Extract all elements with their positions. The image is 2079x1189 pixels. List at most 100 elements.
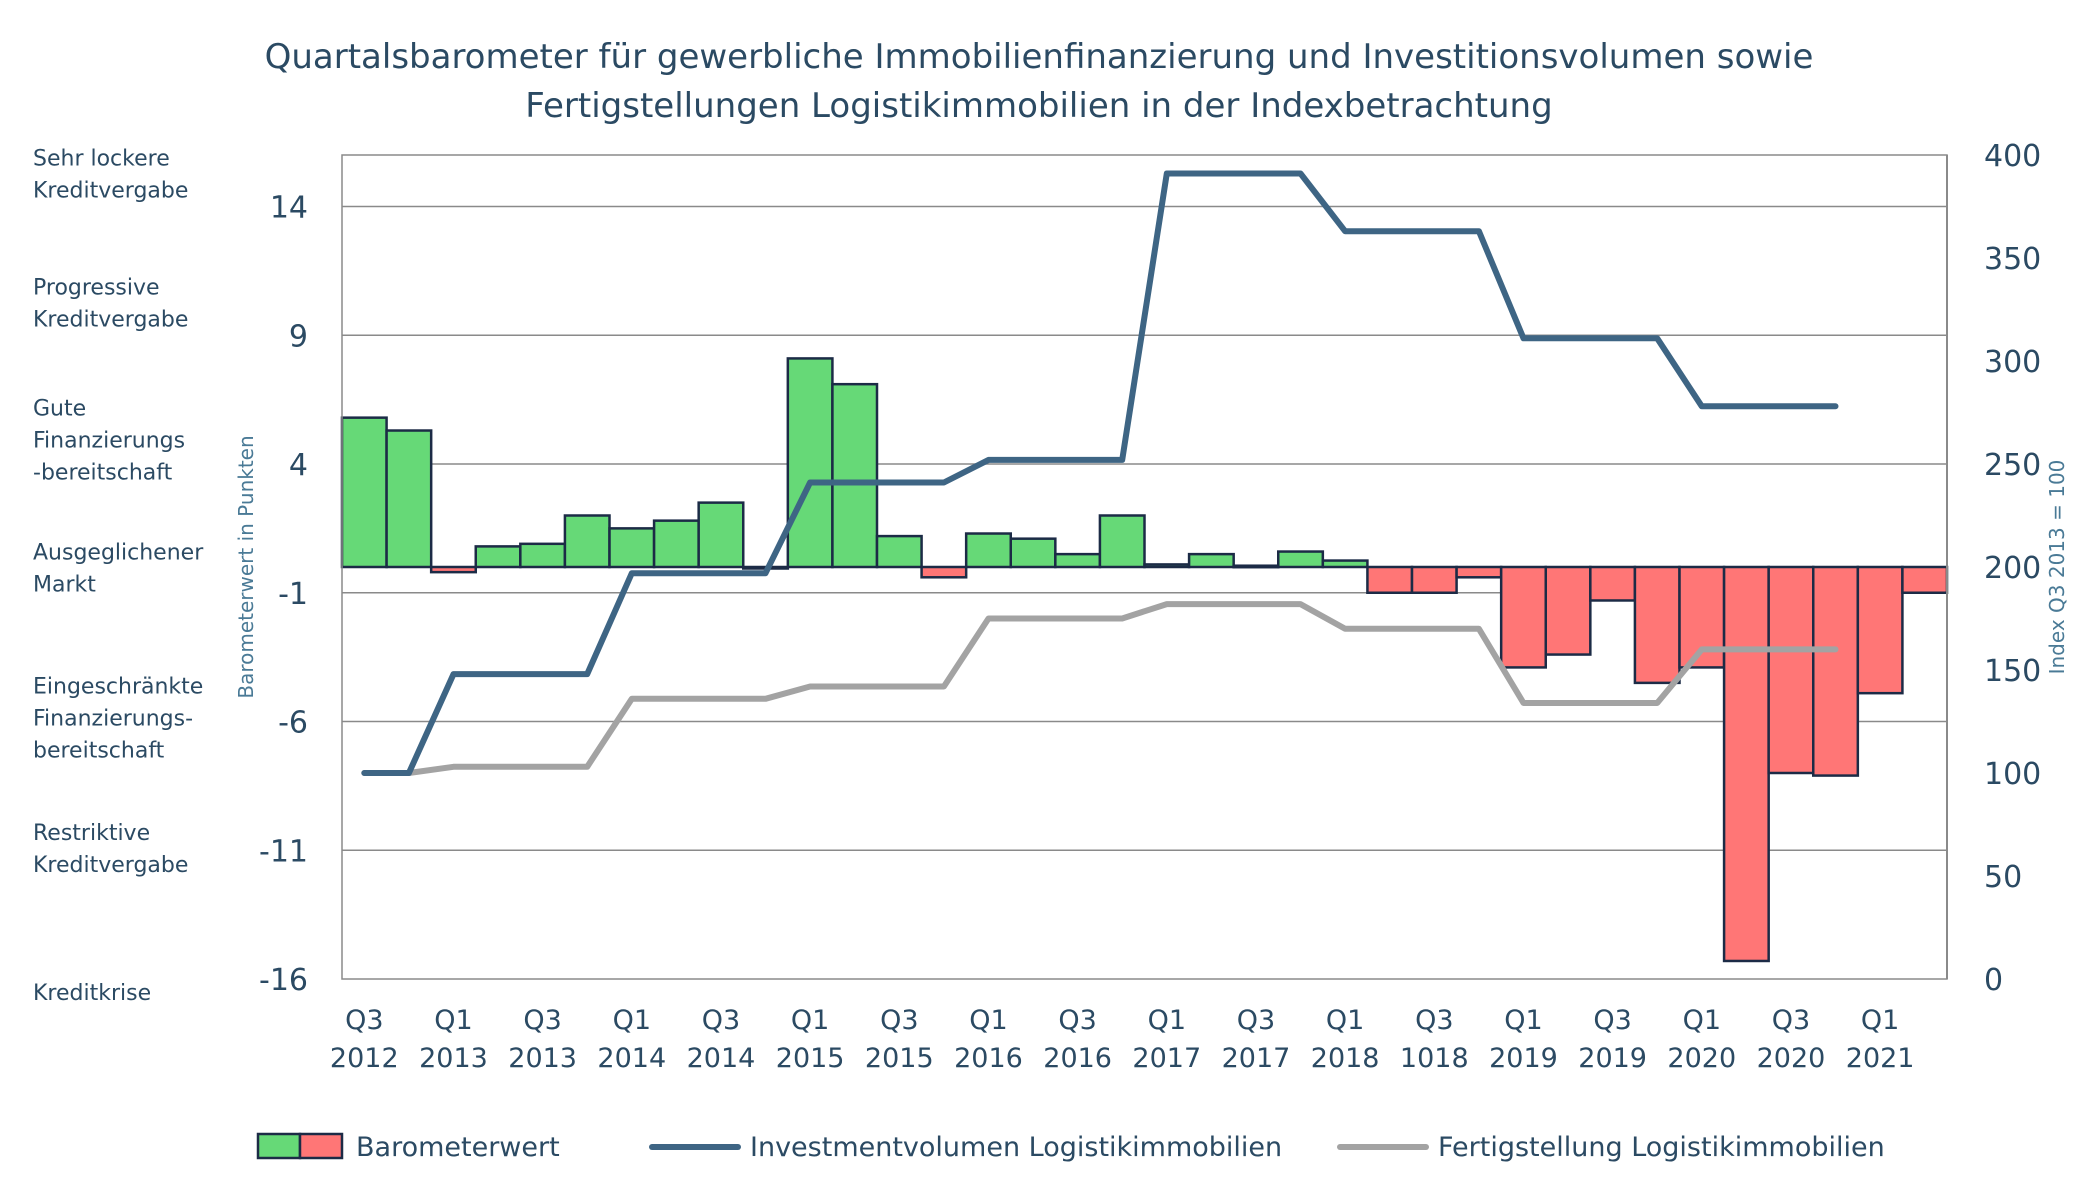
- bar: [474, 545, 522, 569]
- bar: [831, 382, 879, 569]
- right-axis-ticks: 400 350 300 250 200 150 100 50 0: [1984, 139, 2041, 998]
- bar: [1812, 565, 1860, 777]
- band-label: Kreditvergabe: [33, 853, 188, 878]
- band-label: -bereitschaft: [33, 460, 173, 485]
- x-tick-quarter: Q1: [1326, 1005, 1364, 1036]
- bar: [1232, 564, 1280, 569]
- x-tick-quarter: Q1: [1504, 1005, 1542, 1036]
- x-tick-quarter: Q1: [969, 1005, 1007, 1036]
- right-tick-label: 0: [1984, 963, 2003, 998]
- bar: [1098, 514, 1146, 569]
- band-label: Progressive: [33, 275, 160, 300]
- band-label: Kreditvergabe: [33, 307, 188, 332]
- band-label: Finanzierungs-: [33, 706, 193, 731]
- bar: [1722, 565, 1770, 963]
- bar: [1901, 565, 1949, 594]
- chart-title-line-1: Quartalsbarometer für gewerbliche Immobi…: [265, 37, 1814, 77]
- band-label: Markt: [33, 573, 96, 598]
- x-tick-quarter: Q3: [1415, 1005, 1453, 1036]
- x-tick-quarter: Q1: [1861, 1005, 1899, 1036]
- right-tick-label: 200: [1984, 551, 2041, 586]
- barometer-bars: [340, 357, 1949, 963]
- left-tick-label: 14: [270, 191, 308, 226]
- bar: [1009, 537, 1057, 569]
- bar: [920, 565, 968, 579]
- bar: [697, 501, 745, 569]
- left-axis-ticks: 14 9 4 -1 -6 -11 -16: [259, 191, 308, 999]
- right-tick-label: 50: [1984, 860, 2022, 895]
- band-label: Ausgeglichener: [33, 541, 204, 566]
- band-label: Kreditkrise: [33, 981, 151, 1006]
- x-tick-year: 2012: [330, 1043, 399, 1074]
- band-label: bereitschaft: [33, 738, 165, 763]
- left-tick-label: 4: [289, 448, 308, 483]
- legend-label-completions: Fertigstellung Logistikimmobilien: [1438, 1132, 1885, 1163]
- x-tick-quarter: Q3: [345, 1005, 383, 1036]
- bar: [1589, 565, 1637, 602]
- x-tick-quarter: Q1: [1683, 1005, 1721, 1036]
- x-tick-year: 2020: [1757, 1043, 1826, 1074]
- left-tick-label: 9: [289, 319, 308, 354]
- bar: [563, 514, 611, 569]
- x-tick-quarter: Q1: [1148, 1005, 1186, 1036]
- x-tick-quarter: Q1: [613, 1005, 651, 1036]
- bar: [1499, 565, 1547, 669]
- left-axis-label: Barometerwert in Punkten: [234, 435, 258, 698]
- market-band-labels: Sehr lockere Kreditvergabe Progressive Kred…: [33, 147, 204, 1006]
- x-tick-year: 2013: [508, 1043, 577, 1074]
- index-lines: [361, 170, 1839, 776]
- completions-line: [361, 601, 1839, 776]
- band-label: Eingeschränkte: [33, 674, 203, 699]
- x-tick-year: 2018: [1311, 1043, 1380, 1074]
- x-tick-quarter: Q3: [1772, 1005, 1810, 1036]
- band-label: Finanzierungs: [33, 428, 185, 453]
- bar: [1544, 565, 1592, 656]
- bar: [385, 429, 433, 569]
- chart-title-line-2: Fertigstellungen Logistikimmobilien in d…: [525, 86, 1552, 126]
- bar: [429, 565, 477, 574]
- bar: [608, 527, 656, 569]
- bar: [1410, 565, 1458, 594]
- bar: [1366, 565, 1414, 594]
- bar: [1321, 559, 1369, 569]
- x-tick-year: 2017: [1132, 1043, 1201, 1074]
- bar: [964, 532, 1013, 569]
- x-tick-year: 2016: [954, 1043, 1023, 1074]
- x-tick-quarter: Q3: [1237, 1005, 1275, 1036]
- x-tick-year: 2013: [419, 1043, 488, 1074]
- right-tick-label: 250: [1984, 448, 2041, 483]
- gridlines: [342, 205, 1947, 851]
- x-tick-year: 2014: [597, 1043, 666, 1074]
- left-tick-label: -6: [278, 706, 308, 741]
- bar: [1187, 552, 1235, 569]
- left-tick-label: -1: [278, 577, 308, 612]
- x-axis-ticks: Q3 2012 Q1 2013 Q3 2013 Q1 2014 Q3 2014 Q1 2015 Q3 20…: [330, 1005, 1915, 1074]
- x-tick-quarter: Q1: [434, 1005, 472, 1036]
- x-tick-year: 2016: [1043, 1043, 1112, 1074]
- bar: [340, 416, 388, 569]
- x-tick-year: 1018: [1400, 1043, 1469, 1074]
- x-tick-year: 2019: [1489, 1043, 1558, 1074]
- x-tick-year: 2015: [776, 1043, 845, 1074]
- x-tick-year: 2017: [1222, 1043, 1291, 1074]
- x-tick-year: 2015: [865, 1043, 934, 1074]
- bar: [786, 357, 834, 569]
- legend-label-barometer: Barometerwert: [356, 1132, 560, 1163]
- x-tick-quarter: Q3: [880, 1005, 918, 1036]
- left-tick-label: -11: [259, 834, 308, 869]
- bar: [875, 534, 923, 569]
- right-tick-label: 300: [1984, 345, 2041, 380]
- legend-swatch-positive: [256, 1132, 302, 1160]
- bar: [1054, 552, 1102, 569]
- bar: [1143, 563, 1191, 569]
- x-tick-year: 2020: [1667, 1043, 1736, 1074]
- left-tick-label: -16: [259, 963, 308, 998]
- band-label: Restriktive: [33, 821, 150, 846]
- right-axis-label: Index Q3 2013 = 100: [2045, 460, 2069, 675]
- band-label: Sehr lockere: [33, 147, 170, 172]
- bar: [519, 542, 567, 569]
- x-tick-quarter: Q3: [702, 1005, 740, 1036]
- chart-title: Quartalsbarometer für gewerbliche Immobi…: [265, 37, 1814, 126]
- x-tick-quarter: Q1: [791, 1005, 829, 1036]
